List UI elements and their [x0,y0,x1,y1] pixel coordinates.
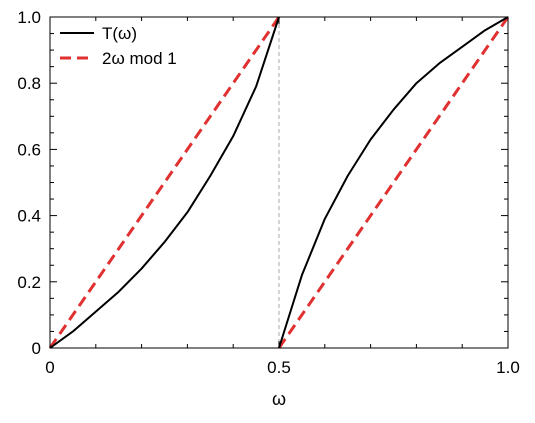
y-tick-label: 0.8 [17,74,41,93]
y-tick-label: 0 [32,339,41,358]
series-0 [49,16,509,349]
legend-item: 2ω mod 1 [60,49,177,68]
legend-item: T(ω) [60,24,137,43]
legend-label: T(ω) [102,24,137,43]
y-tick-label: 0.2 [17,273,41,292]
y-tick-label: 0.6 [17,140,41,159]
main-series-segment-1 [278,16,509,349]
main-series-segment-0 [49,16,280,349]
x-tick-label: 0 [45,358,54,377]
x-tick-label: 0.5 [267,358,291,377]
series-layer [48,16,510,349]
x-tick-label: 1.0 [496,358,520,377]
ticks-layer: 0 0.2 0.4 0.6 0.8 1.0 0 0.5 1.0 [17,8,519,377]
legend-label: 2ω mod 1 [102,49,177,68]
y-tick-label: 1.0 [17,8,41,27]
reference-series-segment-1 [277,16,510,349]
x-axis-label: ω [272,389,286,409]
legend: T(ω) 2ω mod 1 [60,24,177,68]
y-tick-label: 0.4 [17,207,41,226]
